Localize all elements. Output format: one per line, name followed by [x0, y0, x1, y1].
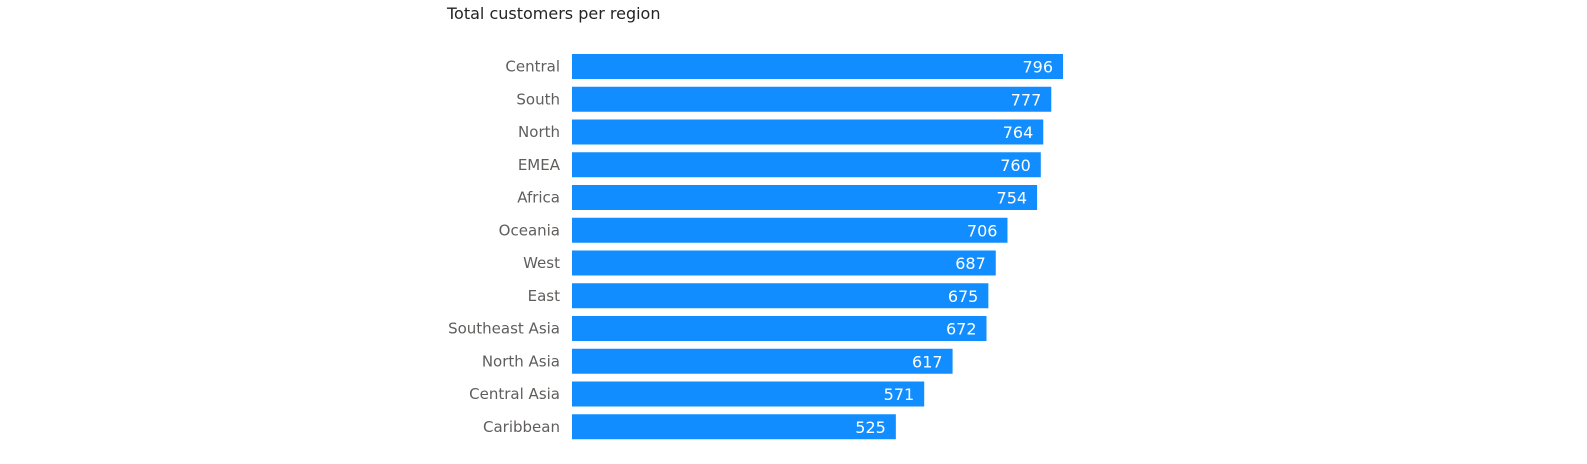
bar[interactable] [572, 250, 996, 276]
data-label: 796 [1022, 58, 1053, 77]
bars-group [572, 54, 1063, 440]
data-label: 764 [1003, 123, 1034, 142]
category-label: Oceania [499, 221, 560, 239]
data-label: 525 [855, 418, 886, 437]
category-label: North Asia [482, 352, 560, 370]
category-label: Africa [517, 189, 560, 207]
bar[interactable] [572, 152, 1041, 178]
category-label: East [528, 287, 560, 305]
category-label: Southeast Asia [448, 320, 560, 338]
category-label: Central [505, 58, 560, 76]
data-label: 675 [948, 287, 979, 306]
data-label: 571 [884, 385, 915, 404]
bar[interactable] [572, 316, 987, 341]
category-labels: Central South North EMEA Africa Oceania West Ea… [448, 58, 561, 436]
chart-title: Total customers per region [447, 4, 661, 23]
bar[interactable] [572, 185, 1038, 210]
data-label: 687 [955, 254, 986, 273]
bar[interactable] [572, 86, 1052, 112]
bar[interactable] [572, 348, 953, 374]
category-label: South [516, 90, 560, 108]
bar[interactable] [572, 414, 896, 440]
bar[interactable] [572, 119, 1044, 145]
bar[interactable] [572, 381, 925, 407]
category-label: Central Asia [469, 385, 560, 403]
category-label: EMEA [518, 156, 561, 174]
data-label: 706 [967, 221, 998, 240]
data-label: 760 [1000, 156, 1031, 175]
bar[interactable] [572, 217, 1008, 243]
category-label: North [518, 123, 560, 141]
data-label: 672 [946, 320, 977, 339]
bar[interactable] [572, 54, 1063, 79]
data-label: 777 [1011, 90, 1042, 109]
data-label: 754 [997, 189, 1028, 208]
category-label: West [523, 254, 560, 272]
bar[interactable] [572, 283, 989, 309]
category-label: Caribbean [483, 418, 560, 436]
data-label: 617 [912, 352, 943, 371]
